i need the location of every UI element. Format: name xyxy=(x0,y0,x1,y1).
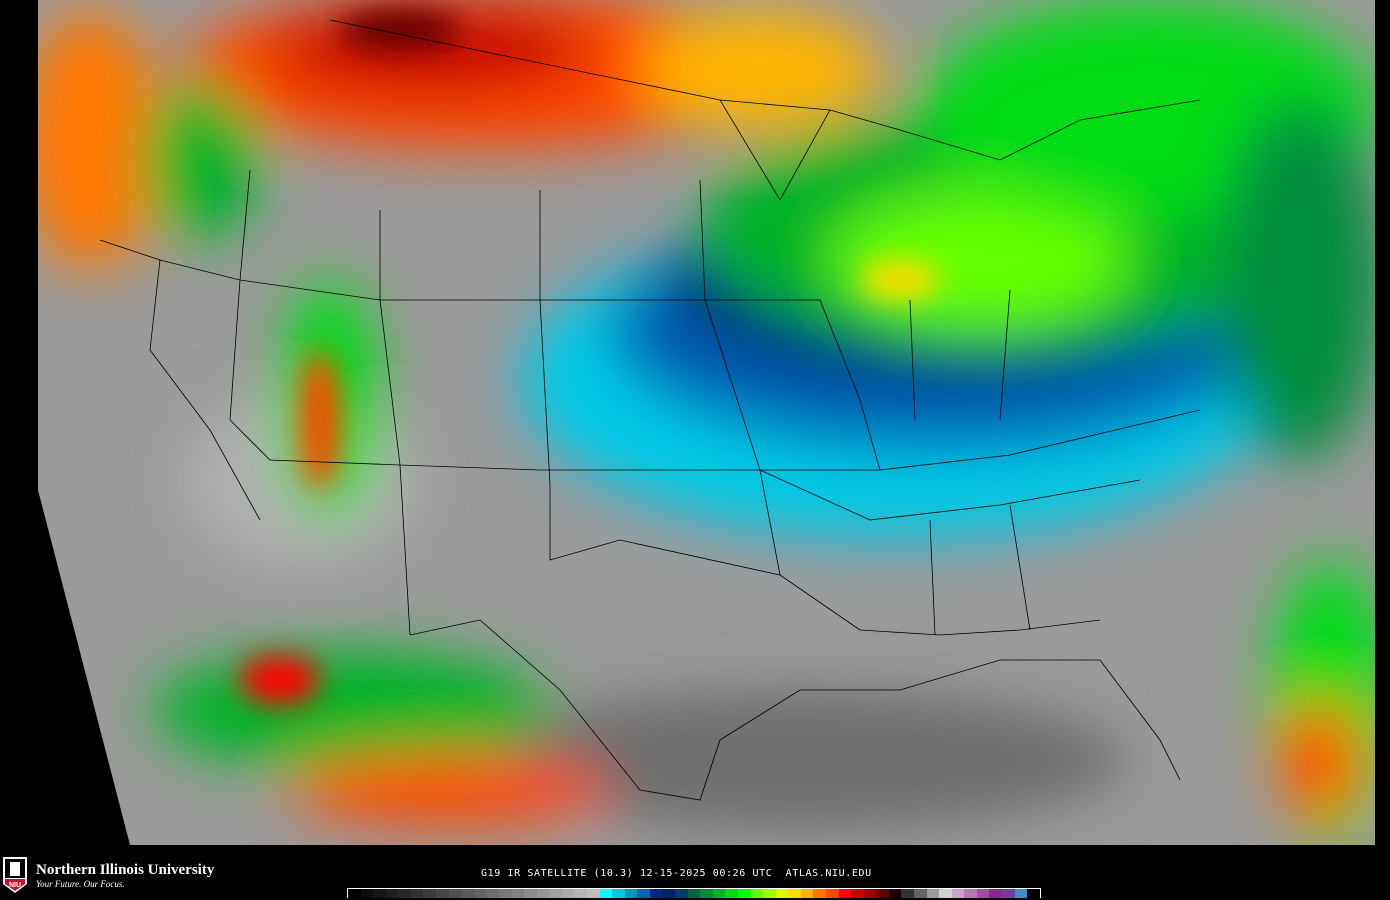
niu-seal-icon: NIU xyxy=(3,857,27,893)
colorbar-swatch xyxy=(926,889,940,898)
colorbar-swatch xyxy=(1014,889,1028,898)
niu-logo: NIU Northern Illinois University Your Fu… xyxy=(2,856,214,894)
colorbar-swatch xyxy=(675,889,688,898)
svg-text:NIU: NIU xyxy=(9,882,21,889)
caption-site: ATLAS.NIU.EDU xyxy=(785,868,872,879)
colorbar-swatch xyxy=(687,889,701,898)
colorbar-swatch xyxy=(1027,889,1040,898)
colorbar-swatch xyxy=(549,889,562,898)
caption-band: (10.3) xyxy=(593,868,634,879)
colorbar-swatch xyxy=(448,889,462,898)
colorbar-swatch xyxy=(373,889,386,898)
colorbar-swatch xyxy=(863,889,877,898)
colorbar-swatch xyxy=(436,889,449,898)
colorbar-swatch xyxy=(461,889,474,898)
state-boundaries xyxy=(99,19,1201,801)
colorbar-swatch xyxy=(398,889,411,898)
colorbar-swatch xyxy=(876,889,889,898)
colorbar-swatch xyxy=(763,889,776,898)
colorbar-swatch xyxy=(901,889,915,898)
colorbar-swatch xyxy=(989,889,1003,898)
colorbar-swatch xyxy=(851,889,864,898)
colorbar-swatch xyxy=(637,889,650,898)
colorbar-swatch xyxy=(473,889,487,898)
colorbar-swatch xyxy=(599,889,613,898)
colorbar-swatch xyxy=(410,889,424,898)
caption-satellite: G19 xyxy=(481,868,501,879)
colorbar-swatch xyxy=(813,889,826,898)
colorbar-swatch xyxy=(574,889,587,898)
colorbar-swatch xyxy=(524,889,537,898)
colorbar-swatch xyxy=(939,889,952,898)
colorbar-swatch xyxy=(612,889,625,898)
colorbar-swatch xyxy=(561,889,575,898)
colorbar-swatch xyxy=(800,889,814,898)
colorbar-swatch xyxy=(838,889,852,898)
colorbar-swatch xyxy=(750,889,764,898)
colorbar-swatch xyxy=(700,889,713,898)
colorbar-swatch xyxy=(498,889,512,898)
colorbar-swatch xyxy=(725,889,738,898)
temperature-colorbar xyxy=(347,888,1041,898)
colorbar-swatch xyxy=(951,889,965,898)
colorbar-swatch xyxy=(888,889,902,898)
university-name: Northern Illinois University xyxy=(36,862,215,878)
colorbar-swatch xyxy=(385,889,399,898)
colorbar-swatch xyxy=(964,889,977,898)
colorbar-swatch xyxy=(511,889,525,898)
colorbar-swatch xyxy=(536,889,550,898)
colorbar-swatch xyxy=(788,889,801,898)
colorbar-swatch xyxy=(649,889,663,898)
caption-date: 12-15-2025 xyxy=(639,868,707,879)
colorbar-swatch xyxy=(712,889,726,898)
colorbar-swatch xyxy=(348,889,361,898)
footer-bar: NIU Northern Illinois University Your Fu… xyxy=(0,848,1390,900)
colorbar-swatch xyxy=(360,889,374,898)
colorbar-swatch xyxy=(662,889,676,898)
caption-product: IR SATELLITE xyxy=(507,868,587,879)
image-caption: G19 IR SATELLITE (10.3) 12-15-2025 00:26… xyxy=(481,868,872,879)
colorbar-swatch xyxy=(775,889,789,898)
colorbar-swatch xyxy=(624,889,638,898)
satellite-map xyxy=(38,0,1375,845)
colorbar-swatch xyxy=(1002,889,1015,898)
colorbar-swatch xyxy=(486,889,499,898)
colorbar-swatch xyxy=(586,889,600,898)
colorbar-swatch xyxy=(976,889,990,898)
caption-time: 00:26 UTC xyxy=(712,868,773,879)
colorbar-swatch xyxy=(825,889,839,898)
colorbar-swatch xyxy=(737,889,751,898)
university-tagline: Your Future. Our Focus. xyxy=(36,879,125,889)
colorbar-swatch xyxy=(914,889,927,898)
colorbar-swatch xyxy=(423,889,437,898)
